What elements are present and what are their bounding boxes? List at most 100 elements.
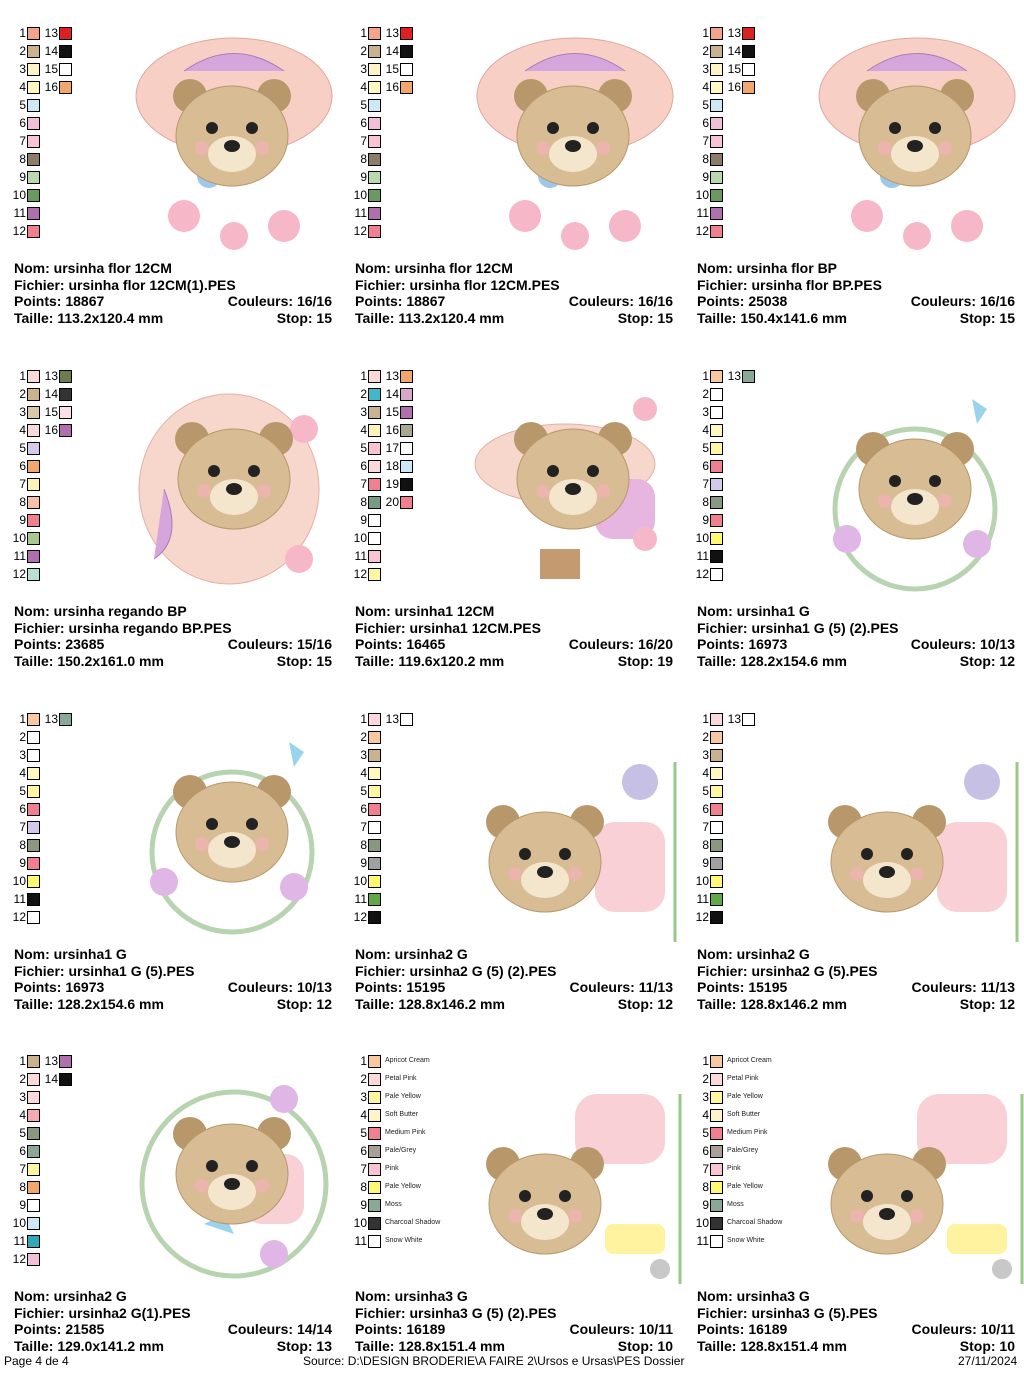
swatch-number: 2 [19,1072,26,1086]
swatch-color-box [400,406,413,419]
points-label: Points: [14,636,62,652]
swatch-number: 7 [360,820,367,834]
swatch-color-box [368,532,381,545]
swatch-number: 3 [360,62,367,76]
swatch-color-box [710,207,723,220]
size-label: Taille: [355,1337,395,1354]
swatch-number: 10 [353,874,367,888]
swatch-number: 13 [727,26,741,40]
stop-label: Stop: [617,995,654,1012]
swatch-number: 16 [385,423,399,437]
swatch-color-box [710,45,723,58]
swatch-number: 6 [360,116,367,130]
swatch-color-box [710,532,723,545]
swatch-color-box [27,1109,40,1122]
file-name: ursinha regando BP.PES [68,619,232,636]
file-label: Fichier: [14,962,65,979]
swatch-color-name: Pink [727,1165,741,1172]
swatch-color-box [368,767,381,780]
name-line: Nom: ursinha flor 12CM [355,260,673,277]
design-info: Nom: ursinha2 G Fichier: ursinha2 G(1).PE… [14,1288,332,1354]
swatch-color-name: Charcoal Shadow [727,1219,783,1226]
swatch-color-box [368,135,381,148]
points-label: Points: [697,636,745,652]
swatch-number: 13 [385,712,399,726]
swatch-number: 1 [19,369,26,383]
swatch-number: 5 [360,98,367,112]
file-label: Fichier: [14,1304,65,1321]
swatch-color-box [27,63,40,76]
swatch-number: 6 [702,802,709,816]
name-line: Nom: ursinha2 G [355,946,673,963]
swatch-color-box [710,99,723,112]
swatch-color-box [368,388,381,401]
points-line: Points: 16189 Couleurs: 10/11 [697,1321,1015,1338]
swatch-color-name: Petal Pink [385,1075,417,1082]
page-number: Page 4 de 4 [4,1354,69,1368]
points-line: Points: 23685 Couleurs: 15/16 [14,636,332,653]
swatch-number: 4 [360,423,367,437]
bear-design-icon [486,1094,682,1284]
design-name: ursinha2 G [53,1288,127,1304]
design-name: ursinha flor 12CM [53,260,172,276]
points-line: Points: 18867 Couleurs: 16/16 [14,293,332,310]
swatch-color-box [368,785,381,798]
swatch-color-box [368,803,381,816]
file-line: Fichier: ursinha regando BP.PES [14,620,332,637]
swatch-color-box [710,171,723,184]
swatch-number: 3 [702,1090,709,1104]
file-line: Fichier: ursinha1 12CM.PES [355,620,673,637]
swatch-number: 4 [702,766,709,780]
swatch-number: 2 [702,387,709,401]
size-label: Taille: [14,652,54,669]
swatch-number: 20 [385,495,399,509]
swatch-number: 8 [360,495,367,509]
stop-label: Stop: [959,1337,996,1354]
swatch-color-box [27,1163,40,1176]
swatch-color-box [710,1091,723,1104]
size-label: Taille: [14,1337,54,1354]
swatch-number: 8 [19,495,26,509]
swatch-color-box [59,713,72,726]
swatch-color-box [27,1091,40,1104]
colors-value: 11/13 [638,979,673,995]
stop-value: 19 [657,652,673,669]
swatch-number: 16 [44,423,58,437]
swatch-color-box [710,785,723,798]
file-line: Fichier: ursinha flor 12CM(1).PES [14,277,332,294]
swatch-color-box [27,1055,40,1068]
name-line: Nom: ursinha3 G [697,1288,1015,1305]
design-name: ursinha1 G [736,603,810,619]
name-line: Nom: ursinha2 G [14,1288,332,1305]
swatch-number: 10 [12,188,26,202]
swatch-color-box [710,550,723,563]
size-line: Taille: 119.6x120.2 mm Stop: 19 [355,653,673,670]
swatch-number: 9 [702,170,709,184]
swatch-color-box [710,1199,723,1212]
points-line: Points: 16973 Couleurs: 10/13 [14,979,332,996]
swatch-number: 10 [695,1216,709,1230]
design-card: 1 13 2 3 4 5 6 7 8 9 10 11 12 Nom: ursinha2 G Fichier:… [696,712,1024,1042]
colors-info: Couleurs: 16/16 [569,293,673,310]
swatch-number: 8 [19,838,26,852]
swatch-number: 6 [702,459,709,473]
swatch-number: 11 [13,206,26,220]
file-name: ursinha1 12CM.PES [409,619,541,636]
swatch-number: 4 [702,80,709,94]
swatch-number: 16 [44,80,58,94]
swatch-color-box [368,1181,381,1194]
swatch-color-box [27,568,40,581]
name-label: Nom: [697,603,733,619]
swatch-color-box [368,478,381,491]
swatch-color-box [710,1109,723,1122]
swatch-color-box [59,45,72,58]
swatch-number: 6 [360,1144,367,1158]
swatch-number: 4 [702,1108,709,1122]
design-info: Nom: ursinha3 G Fichier: ursinha3 G (5).P… [697,1288,1015,1354]
colors-info: Couleurs: 15/16 [228,636,332,653]
swatch-color-name: Pale/Grey [727,1147,759,1154]
swatch-number: 1 [702,1054,709,1068]
swatch-number: 5 [702,1126,709,1140]
swatch-number: 11 [13,549,26,563]
size-line: Taille: 129.0x141.2 mm Stop: 13 [14,1338,332,1355]
